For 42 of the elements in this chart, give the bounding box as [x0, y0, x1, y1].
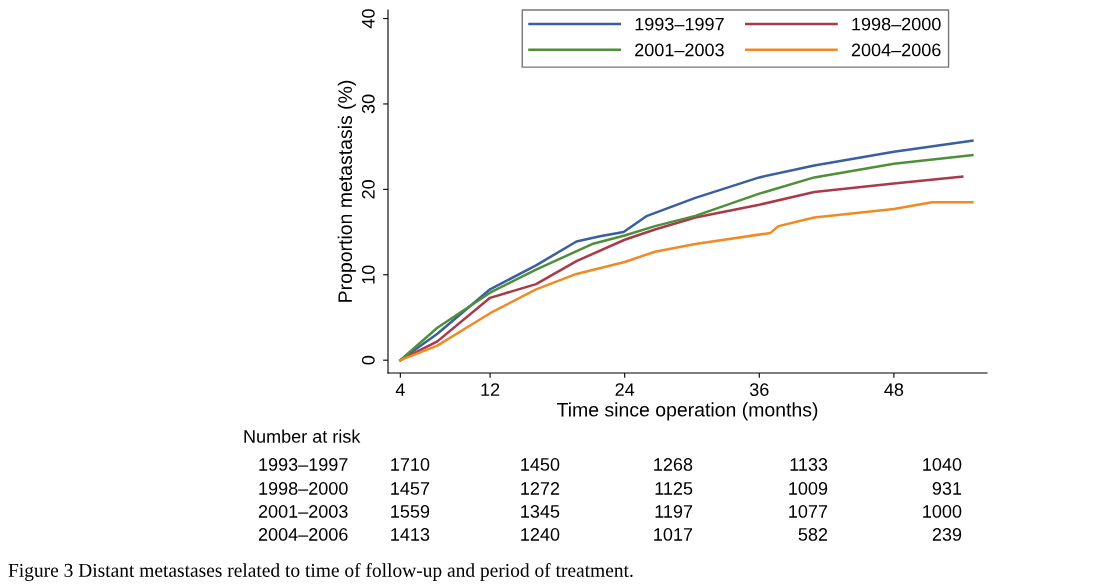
text: 1240 — [521, 528, 560, 541]
text: 1998–2000 — [259, 482, 348, 495]
text: 1559 — [391, 505, 430, 518]
y-tick-label: 40 — [361, 9, 375, 29]
text: 1197 — [655, 505, 693, 518]
text: 582 — [798, 528, 828, 541]
legend-label: 2004–2006 — [851, 43, 941, 57]
text: 1272 — [521, 482, 560, 495]
text: 1710 — [391, 458, 430, 471]
text: 1125 — [655, 482, 693, 495]
text: 931 — [932, 482, 962, 495]
y-tick-label: 0 — [361, 355, 375, 365]
text: 2004–2006 — [258, 528, 348, 541]
text: 1268 — [654, 458, 693, 471]
text: 1009 — [789, 482, 828, 495]
caption: Figure 3 Distant metastases related to time of follow-up and period of treatment. — [8, 563, 633, 581]
x-tick-label: 4 — [395, 383, 405, 396]
y-tick-label: 10 — [361, 265, 375, 284]
text: 1413 — [391, 528, 430, 541]
text: 1457 — [391, 482, 430, 495]
text: 1345 — [521, 505, 560, 518]
text: 1450 — [521, 458, 560, 471]
legend-label: 1998–2000 — [852, 17, 941, 31]
text: Number at risk — [244, 429, 361, 443]
legend-label: 1993–1997 — [635, 17, 724, 31]
text: 1040 — [923, 458, 962, 471]
x-tick-label: 48 — [884, 383, 904, 396]
text: 1993–1997 — [259, 458, 348, 471]
text: 1000 — [923, 505, 962, 518]
y-tick-label: 30 — [361, 94, 375, 114]
y-axis-title: Proportion metastasis (%) — [337, 80, 356, 302]
x-axis-title: Time since operation (months) — [557, 402, 818, 421]
text: 1077 — [789, 505, 828, 518]
x-tick-label: 24 — [615, 383, 635, 396]
text: 1017 — [654, 528, 693, 541]
text: 2001–2003 — [258, 505, 348, 518]
y-tick-label: 20 — [361, 180, 375, 199]
legend-label: 2001–2003 — [635, 43, 724, 57]
text: 239 — [932, 528, 962, 541]
text: 1133 — [790, 458, 828, 471]
x-tick-label: 12 — [481, 383, 500, 396]
x-tick-label: 36 — [749, 383, 769, 396]
